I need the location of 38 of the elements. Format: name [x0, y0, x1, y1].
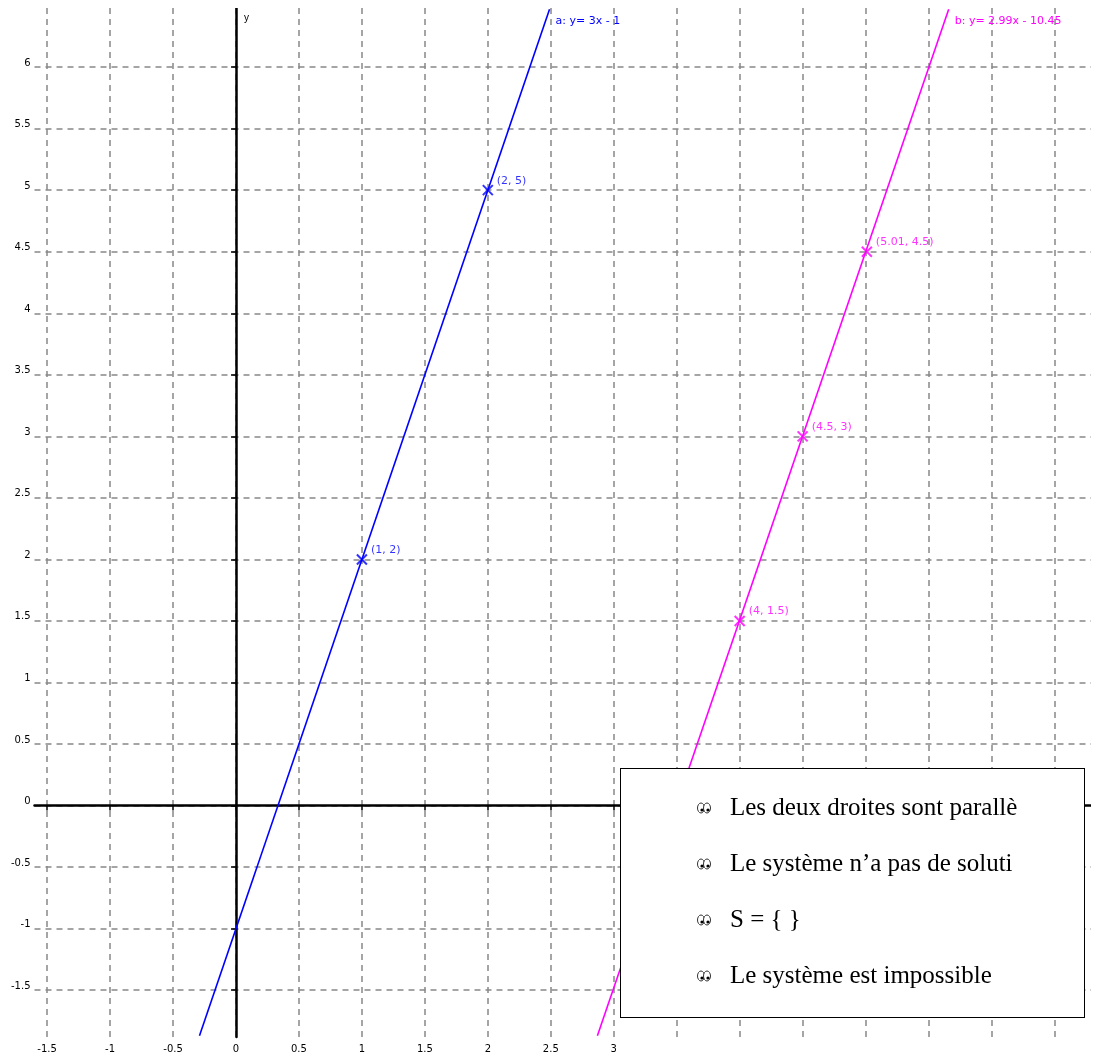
data-label: (2, 5) [496, 173, 527, 187]
annotation: Le système est impossible [730, 961, 992, 989]
data-label: (4, 1.5) [748, 604, 789, 618]
y-tick-label: 0.5 [14, 733, 31, 745]
y-tick-label: 2.5 [14, 487, 31, 499]
y-tick-label: -0.5 [11, 856, 31, 868]
data-label: (1, 2) [370, 542, 401, 556]
y-tick-label: -1 [20, 918, 31, 930]
x-tick-label: 0.5 [291, 1042, 307, 1054]
y-tick-label: 1 [24, 672, 31, 684]
y-tick-label: 4.5 [14, 241, 31, 253]
y-tick-label: 4 [24, 302, 31, 314]
y-tick-label: 5 [24, 179, 31, 191]
data-label: (5.01, 4.5) [875, 235, 934, 249]
x-tick-label: 2 [484, 1042, 492, 1054]
y-tick-label: 2 [24, 548, 31, 560]
y-tick-label: 1.5 [14, 610, 31, 622]
y-tick-label: 0 [24, 795, 31, 807]
annotation: Le système n’a pas de soluti [730, 849, 1013, 877]
y-tick-label: 5.5 [14, 118, 31, 130]
x-tick-label: -1.5 [37, 1042, 57, 1054]
x-tick-label: -1 [105, 1042, 116, 1054]
x-tick-label: -0.5 [163, 1042, 183, 1054]
x-tick-label: 0 [232, 1042, 240, 1054]
x-tick-label: 1 [358, 1042, 366, 1054]
y-tick-label: 3.5 [14, 364, 31, 376]
annotation: a: y= 3x - 1 [555, 14, 621, 28]
y-axis-title: y [243, 11, 249, 23]
y-tick-label: 6 [24, 56, 31, 68]
data-label: (4.5, 3) [811, 419, 852, 433]
annotation: Les deux droites sont parallè [730, 793, 1018, 821]
x-tick-label: 3 [610, 1042, 617, 1054]
x-tick-label: 1.5 [416, 1042, 433, 1054]
annotation: b: y= 2.99x - 10.45 [954, 14, 1062, 28]
y-tick-label: -1.5 [11, 979, 31, 991]
x-tick-label: 2.5 [542, 1042, 559, 1054]
y-tick-label: 3 [24, 425, 31, 437]
annotation: S = { } [730, 905, 801, 933]
